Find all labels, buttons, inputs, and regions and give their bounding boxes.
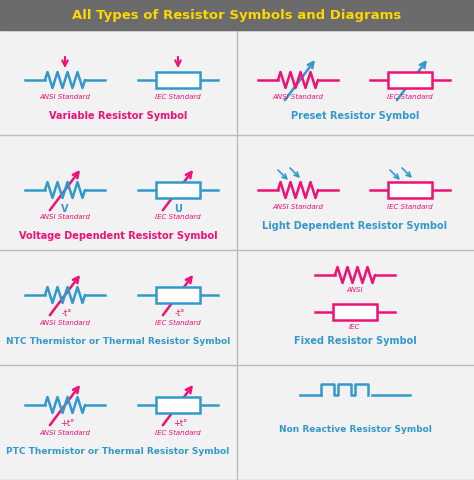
Bar [388, 72, 432, 88]
Bar [333, 304, 377, 320]
Text: IEC Standard: IEC Standard [387, 94, 433, 100]
Bar [156, 287, 200, 303]
Text: ANSI Standard: ANSI Standard [273, 94, 323, 100]
Text: V: V [61, 204, 69, 214]
Text: IEC Standard: IEC Standard [155, 214, 201, 220]
Text: ANSI Standard: ANSI Standard [39, 94, 91, 100]
Text: ANSI Standard: ANSI Standard [39, 320, 91, 326]
Text: ANSI: ANSI [346, 287, 363, 293]
Text: Light Dependent Resistor Symbol: Light Dependent Resistor Symbol [263, 221, 447, 231]
Bar [156, 182, 200, 198]
Text: PTC Thermistor or Thermal Resistor Symbol: PTC Thermistor or Thermal Resistor Symbo… [6, 446, 229, 456]
Text: IEC Standard: IEC Standard [155, 320, 201, 326]
Text: All Types of Resistor Symbols and Diagrams: All Types of Resistor Symbols and Diagra… [73, 9, 401, 22]
Text: ANSI Standard: ANSI Standard [273, 204, 323, 210]
Bar [156, 397, 200, 413]
Text: Fixed Resistor Symbol: Fixed Resistor Symbol [293, 336, 416, 346]
Text: Variable Resistor Symbol: Variable Resistor Symbol [49, 111, 187, 121]
Text: ANSI Standard: ANSI Standard [39, 430, 91, 436]
Text: NTC Thermistor or Thermal Resistor Symbol: NTC Thermistor or Thermal Resistor Symbo… [6, 336, 230, 346]
Text: Preset Resistor Symbol: Preset Resistor Symbol [291, 111, 419, 121]
Bar [156, 72, 200, 88]
Text: IEC Standard: IEC Standard [155, 430, 201, 436]
Text: IEC Standard: IEC Standard [155, 94, 201, 100]
Text: Voltage Dependent Resistor Symbol: Voltage Dependent Resistor Symbol [18, 231, 217, 241]
Text: IEC: IEC [349, 324, 361, 330]
Text: Non Reactive Resistor Symbol: Non Reactive Resistor Symbol [279, 425, 431, 434]
Bar [388, 182, 432, 198]
Text: -t°: -t° [175, 309, 185, 318]
Bar [0, 0, 474, 30]
Text: +t°: +t° [60, 419, 74, 428]
Text: +t°: +t° [173, 419, 187, 428]
Text: -t°: -t° [62, 309, 72, 318]
Text: ANSI Standard: ANSI Standard [39, 214, 91, 220]
Text: IEC Standard: IEC Standard [387, 204, 433, 210]
Text: U: U [174, 204, 182, 214]
